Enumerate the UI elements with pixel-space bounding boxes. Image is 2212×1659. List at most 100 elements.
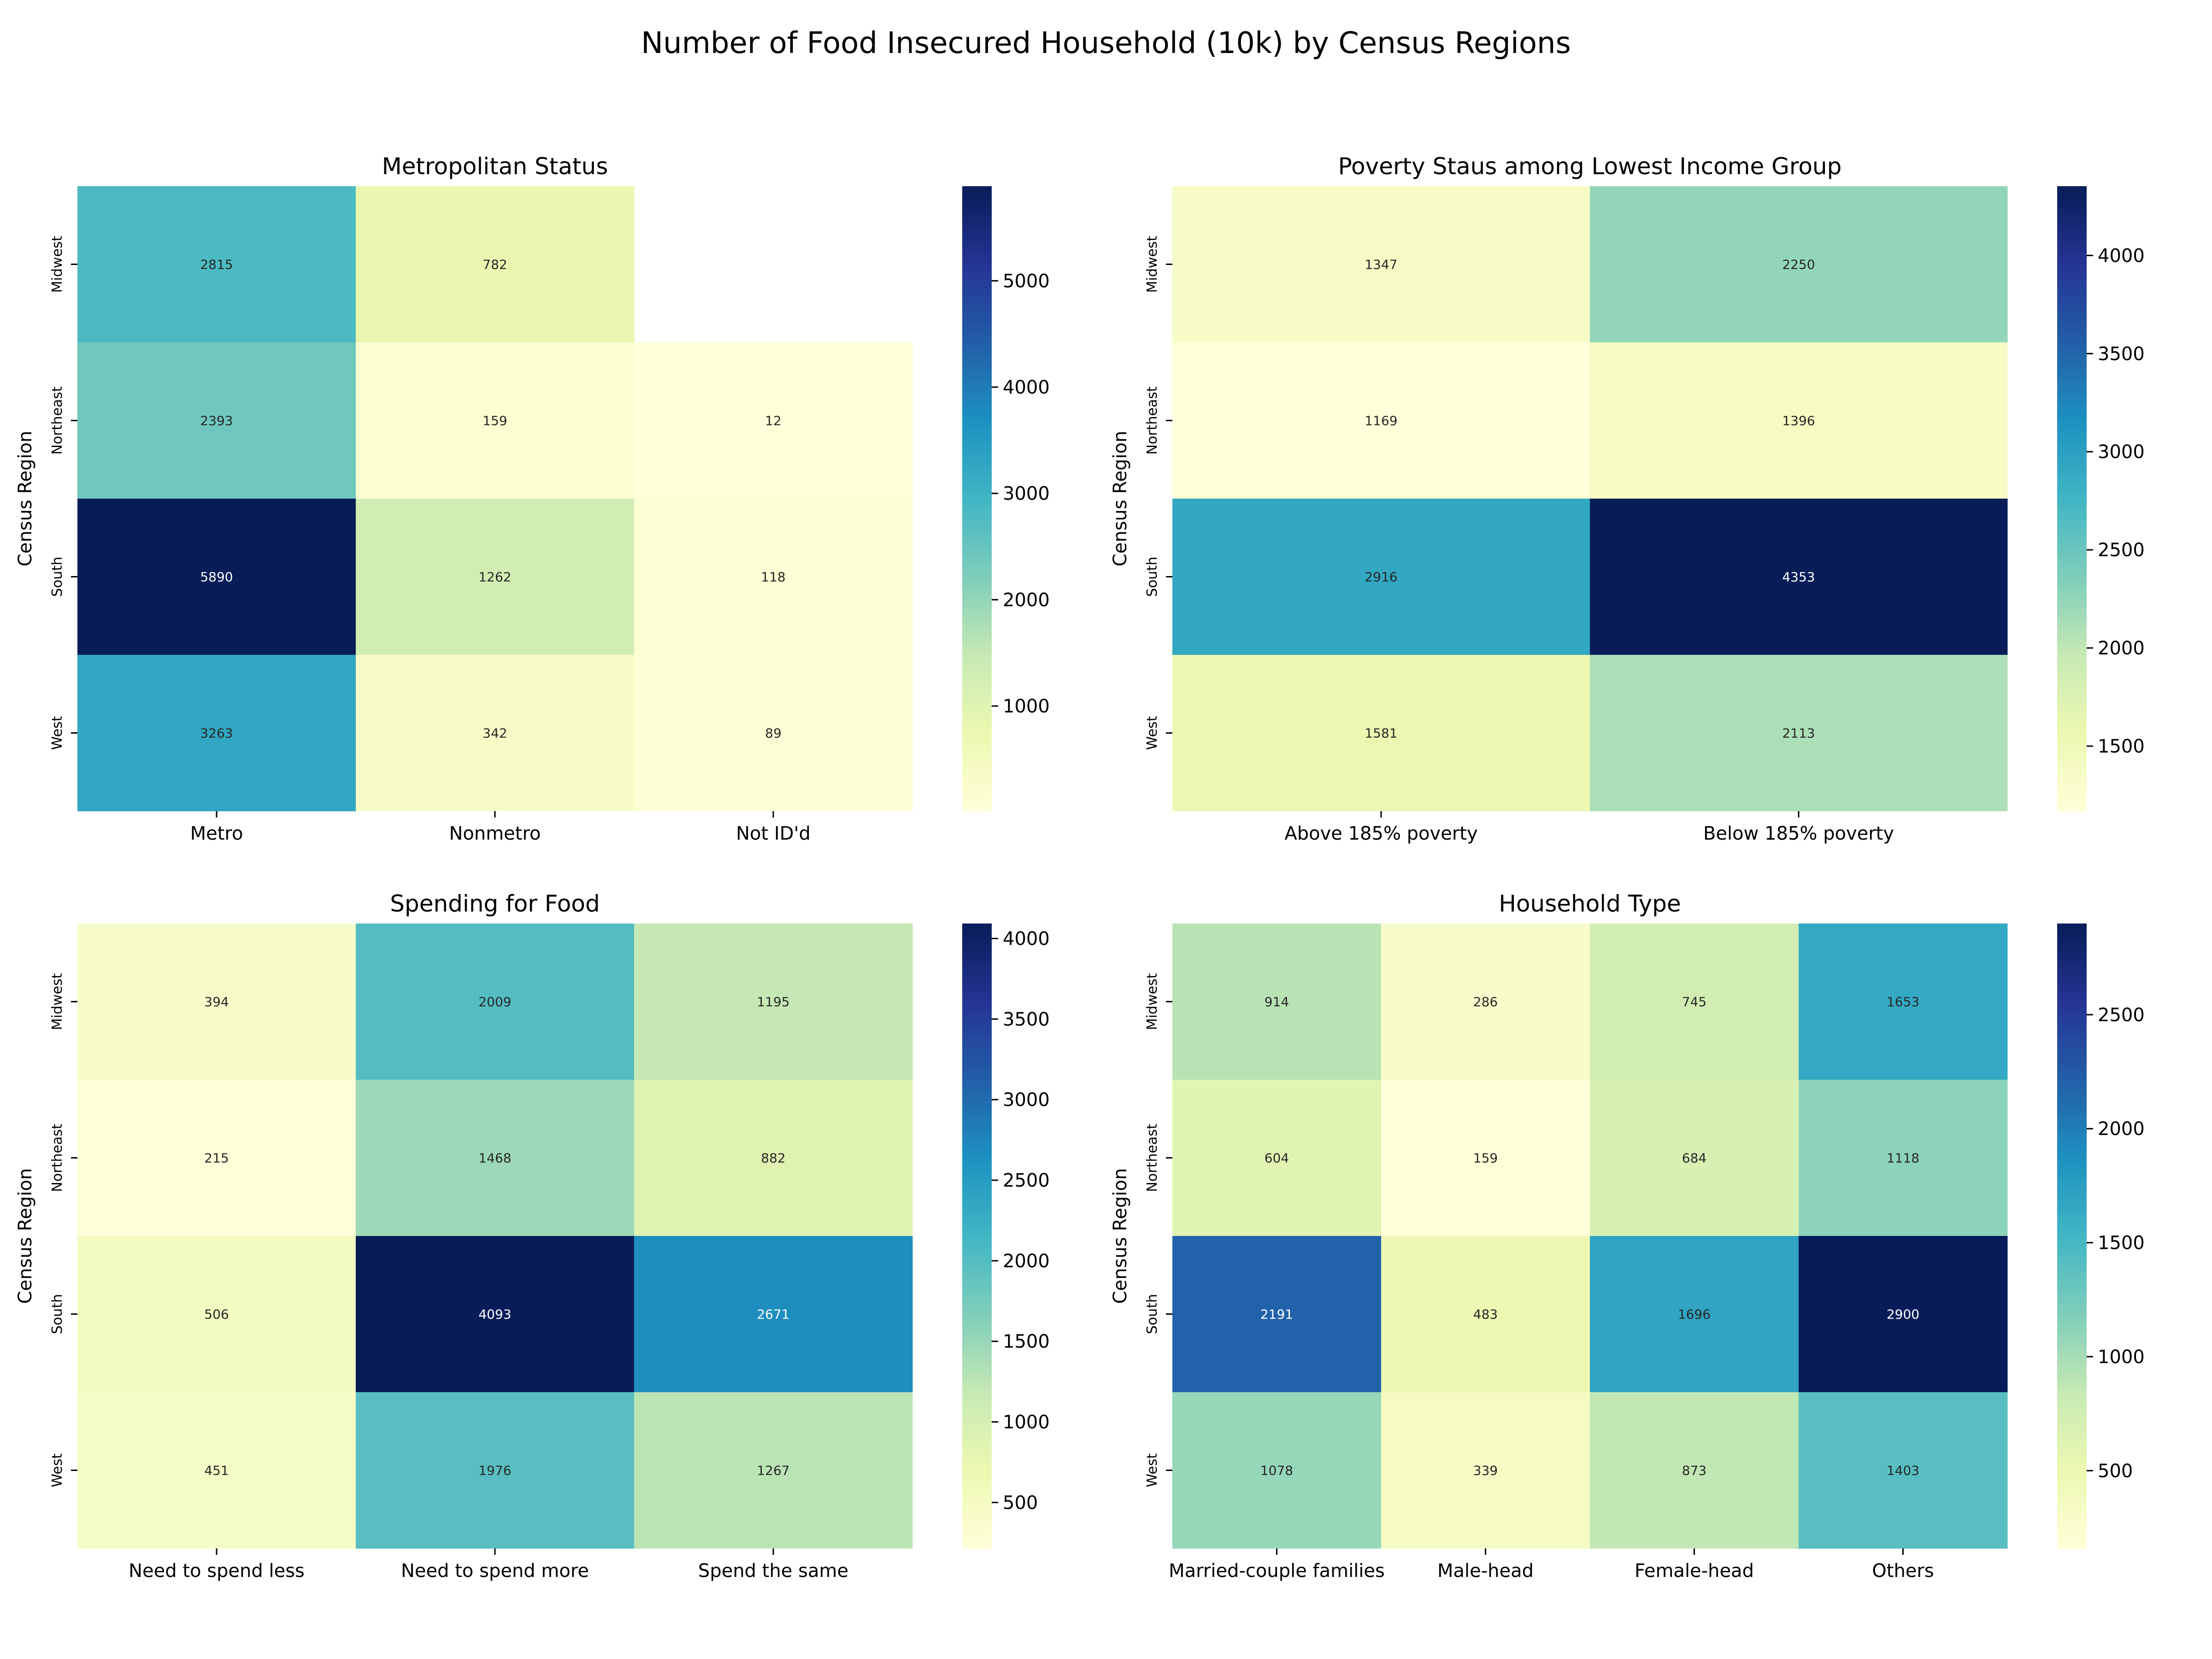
colorbar-segment [962,774,992,780]
colorbar-segment [2057,280,2087,286]
colorbar-segment [2057,1470,2087,1476]
colorbar-segment [962,186,992,192]
colorbar-segment [962,358,992,364]
colorbar-segment [962,1100,992,1106]
colorbar-segment [962,499,992,505]
colorbar-segment [2057,800,2087,806]
colorbar-segment [2057,493,2087,499]
colorbar-segment [2057,253,2087,259]
colorbar-segment [2057,1340,2087,1346]
heatmap-cell [77,924,356,1080]
colorbar-segment [2057,1350,2087,1356]
colorbar-tick-label: 5000 [1003,271,1050,292]
cell-value-label: 1267 [757,1463,789,1478]
colorbar-segment [962,488,992,494]
colorbar-segment [962,571,992,577]
colorbar-segment [962,363,992,369]
colorbar-tick-label: 2000 [2098,638,2145,659]
colorbar-segment [2057,1163,2087,1169]
colorbar-segment [2057,1132,2087,1138]
colorbar-segment [2057,1491,2087,1497]
colorbar-segment [2057,795,2087,801]
colorbar-segment [962,337,992,343]
colorbar-segment [962,1048,992,1054]
colorbar-segment [2057,1382,2087,1388]
cell-value-label: 604 [1265,1151,1289,1166]
colorbar-segment [2057,1168,2087,1174]
colorbar-segment [2057,488,2087,494]
heatmap-cell [634,1080,913,1236]
colorbar-segment [962,1163,992,1169]
colorbar-segment [2057,1116,2087,1122]
colorbar-segment [2057,929,2087,935]
heatmap-cell [634,1392,913,1549]
colorbar-segment [2057,238,2087,244]
colorbar-segment [2057,1330,2087,1335]
colorbar-segment [2057,613,2087,619]
colorbar-segment [2057,1064,2087,1070]
colorbar-tick-label: 500 [2098,1460,2133,1482]
colorbar-segment [962,405,992,411]
colorbar-segment [962,566,992,572]
cell-value-label: 159 [482,413,507,429]
colorbar-segment [2057,1429,2087,1435]
colorbar-segment [2057,1288,2087,1294]
cell-value-label: 873 [1682,1463,1706,1478]
heatmap-cell [1799,1392,2008,1549]
colorbar-segment [962,592,992,598]
colorbar-segment [962,655,992,661]
colorbar-segment [962,1543,992,1549]
colorbar-segment [962,717,992,723]
colorbar-segment [962,1309,992,1315]
colorbar-segment [962,924,992,930]
colorbar-segment [962,1028,992,1034]
colorbar-segment [2057,410,2087,416]
colorbar-segment [2057,1095,2087,1101]
colorbar-segment [2057,405,2087,411]
colorbar-segment [962,780,992,786]
colorbar-segment [2057,1397,2087,1403]
colorbar-segment [962,1132,992,1138]
cell-value-label: 1078 [1260,1463,1293,1478]
colorbar-segment [962,1377,992,1382]
colorbar-segment [962,795,992,801]
colorbar-segment [962,608,992,614]
colorbar-segment [2057,686,2087,692]
cell-value-label: 782 [482,257,507,272]
colorbar-segment [2057,712,2087,718]
colorbar-segment [962,965,992,971]
colorbar-segment [962,1496,992,1502]
colorbar-tick-label: 3000 [1003,1089,1050,1111]
colorbar-segment [962,976,992,982]
colorbar-tick-label: 4000 [1003,929,1050,950]
colorbar-segment [962,441,992,447]
colorbar-segment [962,1459,992,1465]
colorbar-segment [2057,1454,2087,1460]
colorbar-segment [962,1220,992,1226]
colorbar-segment [962,639,992,645]
cell-value-label: 2916 [1365,570,1397,585]
colorbar-segment [2057,759,2087,765]
colorbar-segment [962,806,992,812]
colorbar-segment [962,1387,992,1393]
colorbar-segment [2057,535,2087,541]
colorbar-segment [962,311,992,317]
colorbar-segment [962,1168,992,1174]
colorbar-segment [2057,337,2087,343]
heatmap-cell [356,924,635,1080]
colorbar-segment [962,223,992,229]
cell-value-label: 342 [482,726,507,741]
colorbar-segment [2057,681,2087,687]
colorbar-segment [962,400,992,406]
colorbar-segment [2057,467,2087,473]
x-tick-label: Need to spend less [129,1560,305,1582]
colorbar-segment [962,1064,992,1070]
colorbar-segment [2057,1538,2087,1544]
colorbar-segment [962,1205,992,1211]
colorbar-segment [2057,233,2087,239]
colorbar-segment [2057,425,2087,431]
colorbar-segment [962,1475,992,1481]
colorbar-segment [2057,462,2087,468]
colorbar-segment [2057,186,2087,192]
colorbar-segment [2057,624,2087,629]
